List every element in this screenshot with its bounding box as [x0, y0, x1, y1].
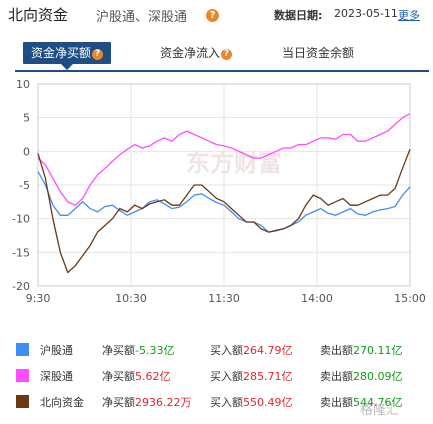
legend-name: 北向资金 — [40, 396, 84, 409]
x-tick-label: 10:30 — [115, 292, 147, 305]
sell-value: 270.11亿 — [353, 344, 403, 357]
chart-area: 10 5 0 -5 -10 -15 -20 9:30 10:30 11:30 14:00 15:00 东… — [0, 72, 433, 312]
help-icon[interactable]: ? — [206, 9, 219, 22]
buy-value: 264.79亿 — [243, 344, 293, 357]
y-tick-label: 5 — [23, 112, 30, 125]
net-value: 5.62亿 — [135, 370, 171, 383]
legend-swatch — [16, 395, 29, 408]
tab-balance[interactable]: 当日资金余额 — [282, 42, 354, 64]
series-line — [37, 149, 411, 274]
legend-row: 深股通 净买额5.62亿 买入额285.71亿 卖出额280.09亿 — [0, 363, 433, 389]
date-value: 2023-05-11 — [334, 7, 398, 20]
y-tick-label: -15 — [12, 246, 30, 259]
sell-label: 卖出额 — [320, 396, 353, 409]
buy-value: 550.49亿 — [243, 396, 293, 409]
buy-label: 买入额 — [210, 370, 243, 383]
net-label: 净买额 — [102, 396, 135, 409]
buy-label: 买入额 — [210, 396, 243, 409]
watermark-logo: 格隆汇 — [360, 403, 400, 418]
date-label: 数据日期: — [274, 9, 323, 22]
x-tick-label: 11:30 — [208, 292, 240, 305]
tab-net-buy-label: 资金净买额 — [31, 46, 92, 60]
series-line — [37, 113, 411, 206]
tab-net-inflow[interactable]: 资金净流入? — [160, 42, 233, 64]
tab-underline — [15, 70, 429, 72]
legend-name: 沪股通 — [40, 344, 73, 357]
help-icon[interactable]: ? — [92, 49, 104, 60]
y-tick-label: -10 — [12, 213, 30, 226]
x-tick-label: 9:30 — [26, 292, 51, 305]
net-value: -5.33亿 — [135, 344, 175, 357]
legend-swatch — [16, 343, 29, 356]
buy-label: 买入额 — [210, 344, 243, 357]
tab-balance-label: 当日资金余额 — [282, 46, 355, 60]
sell-value: 280.09亿 — [353, 370, 403, 383]
legend-row: 沪股通 净买额-5.33亿 买入额264.79亿 卖出额270.11亿 — [0, 337, 433, 363]
tab-net-inflow-label: 资金净流入 — [160, 46, 221, 60]
y-tick-label: -5 — [19, 179, 30, 192]
page-title: 北向资金 — [8, 6, 69, 24]
x-tick-label: 15:00 — [394, 292, 426, 305]
sell-value: 544.76亿 — [353, 396, 403, 409]
legend-row: 北向资金 净买额2936.22万 买入额550.49亿 卖出额544.76亿 — [0, 389, 433, 415]
y-tick-label: 10 — [16, 78, 30, 91]
sell-label: 卖出额 — [320, 344, 353, 357]
y-tick-label: 0 — [23, 145, 30, 158]
net-label: 净买额 — [102, 344, 135, 357]
x-tick-label: 14:00 — [301, 292, 333, 305]
y-tick-label: -20 — [12, 280, 30, 293]
plot-border — [37, 83, 411, 287]
chart-watermark: 东方财富 — [186, 149, 282, 177]
tab-net-buy[interactable]: 资金净买额? — [23, 42, 112, 70]
tab-bar: 资金净买额? 资金净流入? 当日资金余额 — [0, 38, 433, 72]
help-icon[interactable]: ? — [221, 49, 233, 60]
series-line — [37, 171, 411, 233]
more-link[interactable]: 更多 — [398, 9, 420, 22]
legend-swatch — [16, 369, 29, 382]
line-chart: 10 5 0 -5 -10 -15 -209:30 10:30 11:30 14:00 15:00 东… — [12, 78, 426, 305]
sell-label: 卖出额 — [320, 370, 353, 383]
net-value: 2936.22万 — [135, 396, 192, 409]
legend-name: 深股通 — [40, 370, 73, 383]
buy-value: 285.71亿 — [243, 370, 293, 383]
page-subtitle: 沪股通、深股通 — [96, 10, 188, 25]
net-label: 净买额 — [102, 370, 135, 383]
